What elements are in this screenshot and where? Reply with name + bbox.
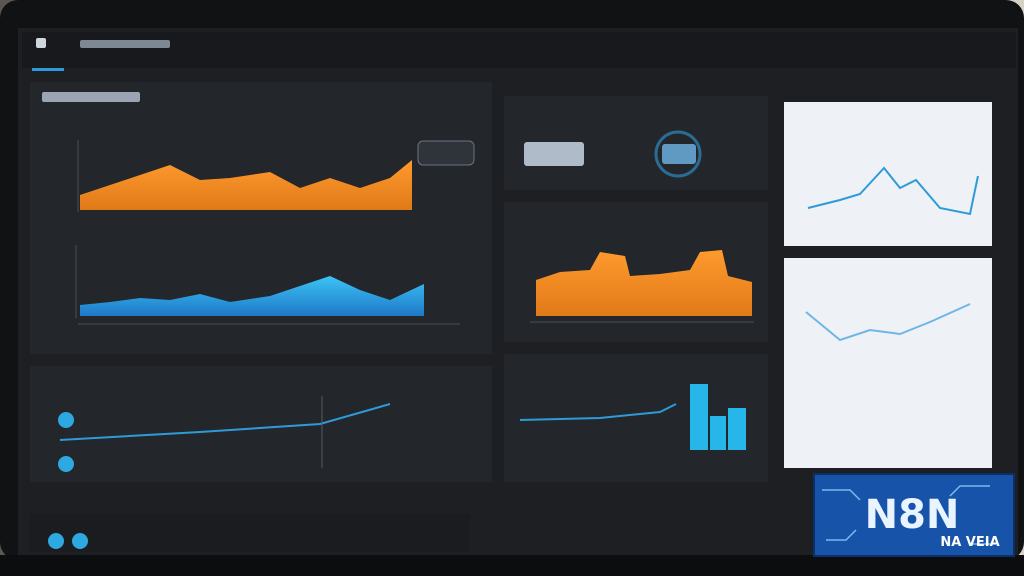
area-chart	[80, 276, 424, 316]
button[interactable]	[417, 140, 475, 166]
metric-blur	[662, 144, 696, 164]
circuit-lines	[822, 485, 996, 545]
tab-indicator[interactable]	[32, 68, 64, 71]
logo-title: N8N	[865, 492, 960, 538]
line-chart	[807, 166, 979, 216]
panel	[784, 258, 992, 468]
status-icon[interactable]	[58, 412, 74, 428]
gauge	[654, 130, 702, 178]
logo: N8N NA VEIA	[813, 473, 1015, 557]
panel	[30, 366, 492, 482]
logo-box	[813, 473, 1015, 557]
area-chart	[80, 160, 412, 210]
area-chart	[536, 250, 752, 316]
bar	[710, 416, 726, 450]
dock-icon[interactable]	[72, 533, 88, 549]
bar	[728, 408, 746, 450]
logo-subtitle: NA VEIA	[940, 535, 999, 550]
dock	[30, 514, 470, 552]
top-bar	[22, 32, 1016, 68]
line-chart	[519, 403, 677, 421]
metric-blur	[524, 142, 584, 166]
keyboard	[0, 555, 1024, 576]
dock-icon[interactable]	[48, 533, 64, 549]
line-chart	[805, 303, 971, 342]
line-chart	[59, 403, 391, 441]
status-icon[interactable]	[58, 456, 74, 472]
panel	[504, 202, 768, 342]
app-name-blur	[80, 40, 170, 48]
bar	[690, 384, 708, 450]
app-icon[interactable]	[36, 38, 46, 48]
panel-title-blur	[42, 92, 140, 102]
